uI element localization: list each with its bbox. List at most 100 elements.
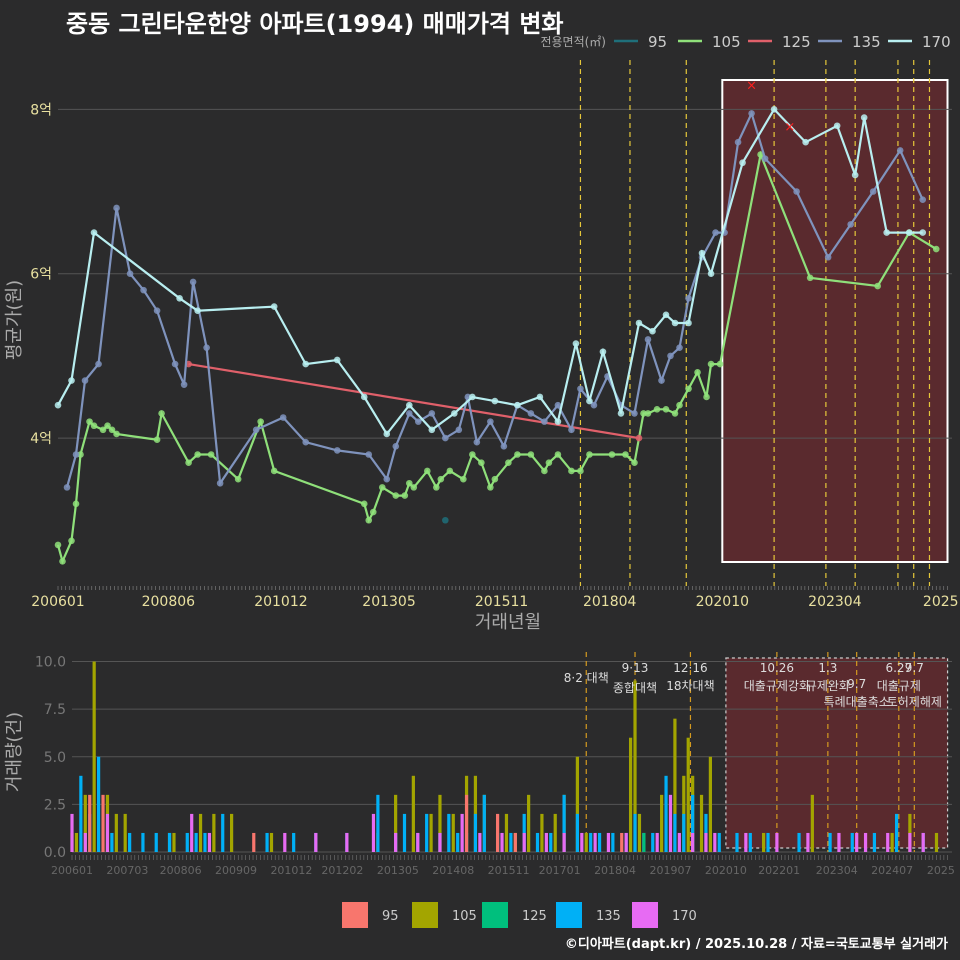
data-point — [90, 229, 98, 236]
legend-swatch-95 — [342, 902, 368, 928]
legend-swatch-125 — [482, 902, 508, 928]
volume-bar — [744, 832, 748, 852]
x-marker: × — [746, 79, 757, 94]
legend-title: 전용면적(㎡) — [540, 35, 606, 49]
volume-x-tick-label: 201012 — [270, 864, 312, 877]
volume-bar — [673, 718, 677, 852]
data-point — [81, 377, 89, 384]
volume-bar — [185, 832, 189, 852]
data-point — [635, 319, 643, 327]
data-point — [635, 434, 643, 442]
y-tick-label: 4억 — [30, 431, 52, 447]
data-point — [72, 451, 80, 458]
volume-bar — [464, 794, 469, 852]
data-point — [649, 327, 656, 335]
volume-y-tick-label: 10.0 — [35, 655, 66, 671]
series-line-105 — [56, 150, 937, 565]
volume-y-axis-title: 거래량(건) — [4, 712, 25, 792]
volume-bar — [584, 832, 588, 852]
x-tick-label: 201804 — [583, 594, 637, 610]
data-point — [851, 171, 859, 179]
annotation-text: 대출규제강화 — [744, 679, 810, 693]
data-point — [590, 401, 598, 409]
data-point — [378, 484, 386, 491]
data-point — [905, 229, 913, 236]
data-point — [72, 500, 80, 508]
volume-bar — [580, 832, 584, 852]
volume-bar — [394, 794, 398, 852]
volume-bar — [203, 832, 207, 852]
data-point — [113, 204, 120, 212]
volume-bar — [314, 832, 318, 852]
data-point — [455, 426, 463, 434]
data-point — [180, 381, 188, 388]
x-marker: × — [784, 120, 795, 135]
data-point — [707, 360, 715, 368]
data-point — [685, 295, 692, 302]
volume-bar — [402, 813, 407, 852]
data-point — [405, 401, 413, 409]
volume-y-tick-label: 0.0 — [44, 845, 66, 861]
volume-bar — [575, 756, 579, 852]
data-point — [63, 484, 71, 491]
data-point — [333, 447, 341, 454]
volume-x-tick-label: 201804 — [594, 864, 636, 877]
data-point — [671, 410, 679, 417]
volume-bar — [553, 813, 557, 852]
data-point — [383, 430, 391, 438]
data-point — [793, 188, 800, 195]
data-point — [487, 484, 494, 491]
data-point — [541, 467, 548, 475]
data-point — [234, 475, 242, 483]
volume-bar — [513, 832, 517, 852]
data-point — [185, 459, 192, 467]
data-point — [257, 418, 264, 425]
volume-bar — [212, 813, 216, 852]
x-tick-label: 202304 — [808, 594, 862, 610]
data-point — [536, 393, 544, 401]
volume-bar — [110, 832, 114, 852]
line-legend: 전용면적(㎡) 95 105 125 135 170 — [540, 33, 950, 51]
volume-bar — [540, 813, 544, 852]
data-point — [54, 401, 62, 409]
volume-x-tick-label: 200806 — [160, 864, 202, 877]
legend-label-125: 125 — [522, 909, 547, 924]
volume-bar — [283, 832, 287, 852]
data-point — [802, 138, 809, 146]
data-point — [707, 270, 715, 277]
volume-x-tick-label: 200601 — [51, 864, 93, 877]
data-point — [932, 245, 940, 253]
data-point — [883, 229, 890, 236]
data-point — [658, 377, 665, 384]
data-point — [279, 414, 287, 421]
data-point — [113, 430, 120, 438]
data-point — [270, 303, 278, 310]
legend-label-170: 170 — [672, 909, 697, 924]
volume-bar — [221, 813, 225, 852]
volume-bar — [633, 680, 637, 852]
data-point — [514, 401, 521, 409]
data-point — [59, 558, 66, 565]
volume-bar — [495, 813, 500, 852]
volume-bar — [686, 737, 690, 852]
data-point — [527, 410, 535, 417]
volume-bar — [677, 832, 681, 852]
volume-x-tick-label: 202407 — [871, 864, 913, 877]
data-point — [806, 274, 814, 282]
legend-label-105: 105 — [452, 909, 477, 924]
data-point — [919, 196, 927, 204]
volume-bar — [194, 832, 198, 852]
data-point — [410, 484, 418, 491]
volume-bar — [376, 794, 380, 852]
data-point — [171, 360, 179, 368]
data-point — [734, 138, 742, 146]
volume-bar — [429, 813, 433, 852]
volume-bar — [708, 756, 712, 852]
data-point — [896, 147, 904, 154]
data-point — [833, 122, 841, 130]
data-point — [491, 475, 499, 483]
data-point — [428, 426, 436, 434]
volume-bar — [624, 832, 628, 852]
annotation-text: 토허제해제 — [887, 695, 942, 709]
data-point — [487, 418, 494, 425]
